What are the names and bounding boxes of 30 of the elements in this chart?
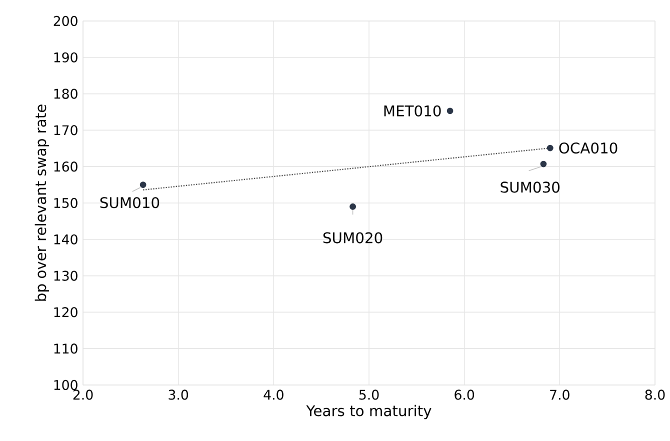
annotation: SUM010 — [100, 197, 160, 208]
annotation: SUM030 — [500, 182, 560, 193]
point — [446, 108, 454, 114]
y-tick-label: 170 — [54, 125, 78, 136]
y-tick-label: 100 — [54, 380, 78, 390]
y-tick-label: 160 — [54, 162, 78, 172]
y-tick-label: 130 — [54, 270, 78, 281]
x-tick-label: 3.0 — [168, 390, 188, 400]
annotation: SUM020 — [323, 232, 382, 244]
x-tick-label: 6.0 — [454, 390, 474, 400]
x-tick-label: 8.0 — [645, 390, 665, 400]
x-tick-label: 7.0 — [550, 390, 570, 400]
x-axis-title: Years to maturity — [306, 404, 432, 420]
point — [350, 203, 356, 210]
y-tick-label: 150 — [54, 198, 78, 208]
y-tick-label: 110 — [54, 344, 78, 354]
y-tick-label: 120 — [54, 307, 78, 318]
y-tick-label: 200 — [54, 16, 78, 26]
x-tick-label: 4.0 — [264, 390, 284, 400]
y-tick-label: 140 — [54, 234, 78, 244]
point — [540, 160, 547, 168]
x-tick-label: 5.0 — [359, 390, 379, 400]
y-tick-label: 180 — [54, 88, 78, 99]
x-tick-label: 2.0 — [73, 390, 93, 400]
annotation: OCA010 — [559, 142, 618, 154]
y-tick-label: 190 — [54, 52, 78, 62]
point — [140, 182, 146, 188]
point — [546, 144, 554, 152]
y-axis-title: bp over relevant swap rate — [34, 104, 50, 301]
annotation: MET010 — [384, 105, 441, 116]
